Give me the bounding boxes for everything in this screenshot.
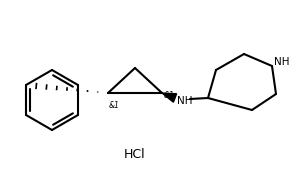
Text: HCl: HCl xyxy=(124,149,146,161)
Text: NH: NH xyxy=(177,96,192,106)
Text: NH: NH xyxy=(274,57,289,67)
Text: &1: &1 xyxy=(164,91,175,100)
Polygon shape xyxy=(162,93,177,102)
Text: &1: &1 xyxy=(109,101,120,110)
